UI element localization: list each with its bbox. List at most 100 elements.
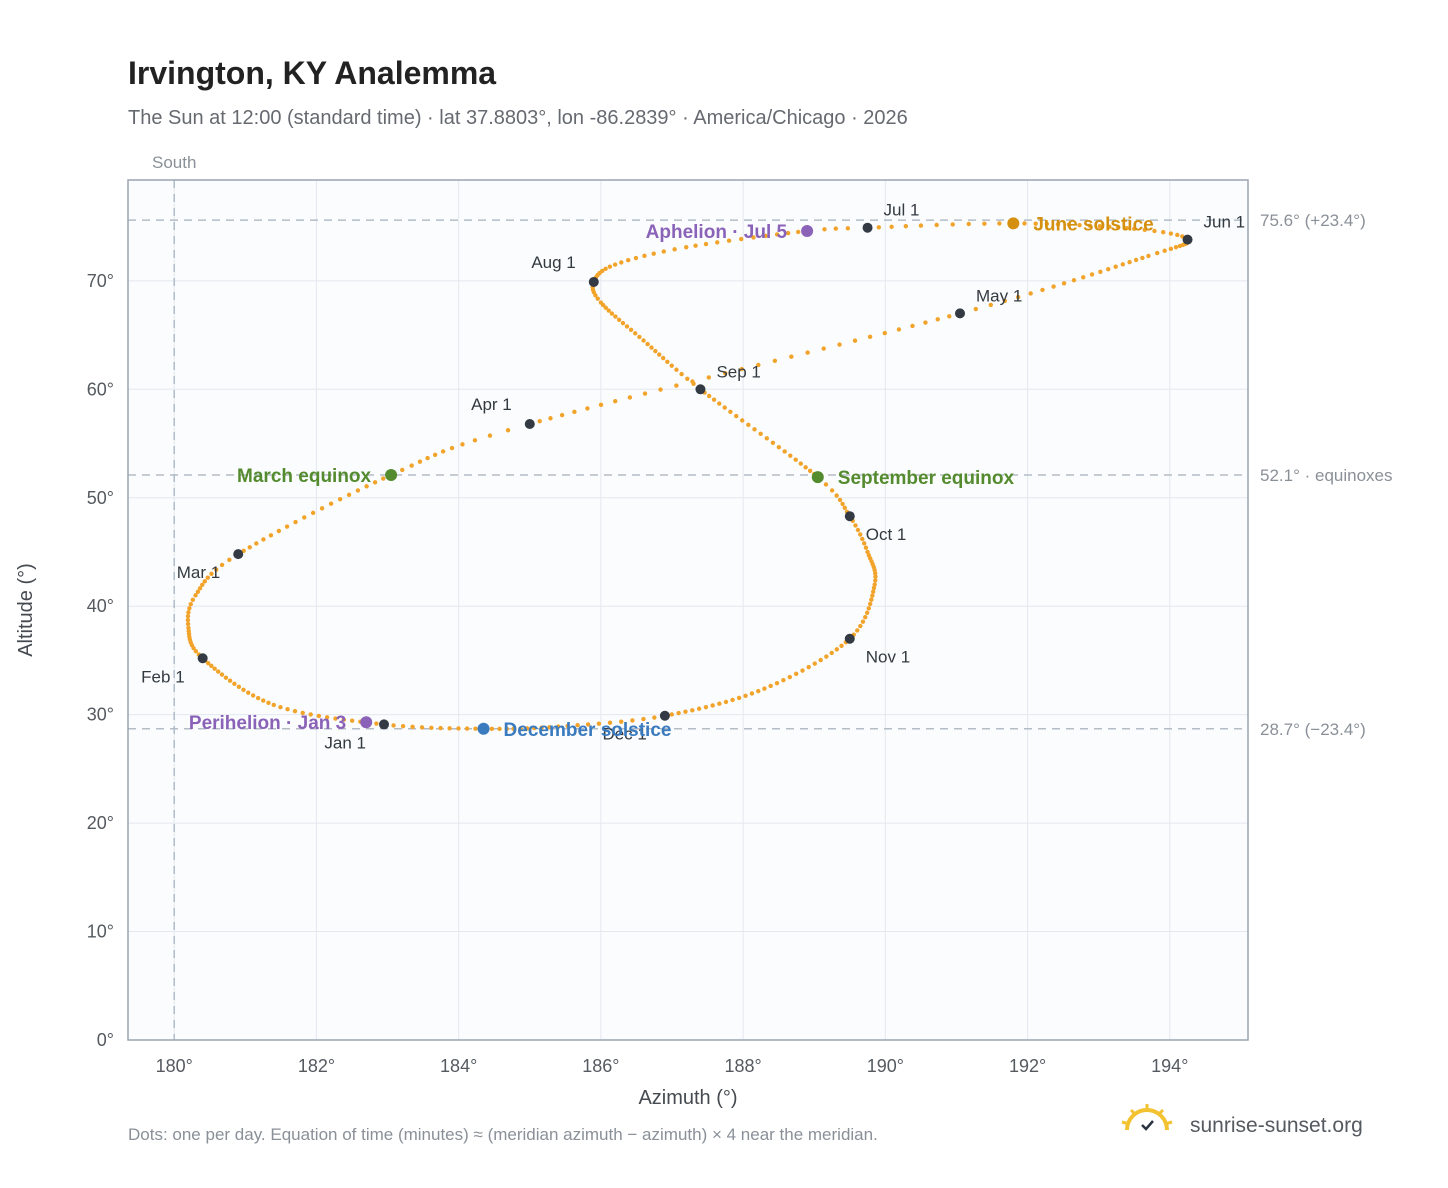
- daily-sun-dot: [247, 545, 252, 550]
- brand-name[interactable]: sunrise-sunset.org: [1190, 1114, 1363, 1137]
- daily-sun-dot: [1120, 262, 1125, 267]
- daily-sun-dot: [438, 725, 443, 731]
- daily-sun-dot: [669, 712, 674, 717]
- daily-sun-dot: [772, 358, 778, 364]
- month-marker-dot: [379, 719, 389, 730]
- daily-sun-dot: [723, 371, 728, 376]
- event-marker-label: Aphelion · Jul 5: [646, 222, 788, 243]
- daily-sun-dot: [693, 243, 698, 248]
- daily-sun-dot: [867, 334, 873, 340]
- daily-sun-dot: [539, 725, 544, 730]
- daily-sun-dot: [187, 606, 192, 611]
- daily-sun-dot: [863, 615, 868, 620]
- daily-sun-dot: [1097, 224, 1103, 229]
- daily-sun-dot: [518, 726, 523, 731]
- daily-sun-dot: [669, 363, 674, 368]
- daily-sun-dot: [821, 346, 826, 351]
- daily-sun-dot: [440, 449, 446, 454]
- daily-sun-dot: [219, 562, 225, 568]
- event-marker-label: September equinox: [838, 468, 1015, 489]
- daily-sun-dot: [410, 724, 415, 730]
- daily-sun-dot: [603, 266, 608, 272]
- event-marker-label: Perihelion · Jan 3: [189, 713, 346, 734]
- daily-sun-dot: [861, 541, 867, 546]
- daily-sun-dot: [845, 226, 851, 231]
- daily-sun-dot: [818, 657, 823, 663]
- daily-sun-dot: [598, 402, 604, 408]
- daily-sun-dot: [1116, 225, 1121, 230]
- daily-sun-dot: [651, 251, 656, 256]
- daily-sun-dot: [425, 455, 430, 461]
- reference-line-label: 28.7° (−23.4°): [1260, 720, 1366, 739]
- daily-sun-dot: [595, 296, 600, 301]
- daily-sun-dot: [683, 709, 688, 714]
- daily-sun-dot: [641, 338, 646, 343]
- daily-sun-dot: [889, 224, 894, 229]
- daily-sun-dot: [860, 619, 866, 624]
- daily-sun-dot: [918, 223, 924, 228]
- month-marker-label: May 1: [976, 286, 1022, 305]
- daily-sun-dot: [896, 327, 902, 332]
- daily-sun-dot: [250, 693, 256, 698]
- daily-sun-dot: [855, 527, 861, 533]
- daily-sun-dot: [572, 409, 577, 415]
- daily-sun-dot: [1152, 228, 1157, 234]
- daily-sun-dot: [806, 664, 811, 670]
- daily-sun-dot: [254, 541, 259, 546]
- daily-sun-dot: [722, 405, 727, 410]
- daily-sun-dot: [665, 359, 670, 364]
- daily-sun-dot: [613, 314, 618, 319]
- daily-sun-dot: [627, 395, 633, 400]
- daily-sun-dot: [876, 225, 881, 230]
- daily-sun-dot: [609, 311, 615, 316]
- daily-sun-dot: [593, 293, 598, 298]
- daily-sun-dot: [743, 693, 748, 698]
- daily-sun-dot: [381, 476, 386, 481]
- daily-sun-dot: [782, 449, 787, 454]
- daily-sun-dot: [400, 724, 406, 729]
- daily-sun-dot: [620, 320, 626, 326]
- daily-sun-dot: [613, 398, 618, 404]
- month-marker-dot: [862, 222, 873, 233]
- daily-sun-dot: [241, 687, 246, 692]
- month-marker-label: Oct 1: [866, 525, 907, 544]
- daily-sun-dot: [547, 724, 552, 730]
- daily-sun-dot: [1040, 287, 1045, 293]
- daily-sun-dot: [261, 698, 266, 703]
- daily-sun-dot: [1098, 269, 1103, 274]
- daily-sun-dot: [649, 345, 654, 350]
- daily-sun-dot: [660, 355, 666, 361]
- x-tick-label: 194°: [1151, 1056, 1188, 1076]
- daily-sun-dot: [1089, 272, 1095, 277]
- daily-sun-dot: [603, 305, 608, 310]
- daily-sun-dot: [328, 501, 334, 506]
- daily-sun-dot: [606, 308, 611, 313]
- daily-sun-dot: [1106, 267, 1111, 272]
- daily-sun-dot: [232, 681, 237, 686]
- x-tick-label: 182°: [298, 1056, 335, 1076]
- daily-sun-dot: [785, 230, 791, 236]
- month-marker-label: Apr 1: [471, 395, 512, 414]
- x-tick-label: 190°: [867, 1056, 904, 1076]
- daily-sun-dot: [774, 232, 780, 237]
- daily-sun-dot: [839, 643, 844, 648]
- daily-sun-dot: [1077, 222, 1082, 228]
- reference-lines: 75.6° (+23.4°) 52.1° · equinoxes 28.7° (−2…: [128, 211, 1393, 739]
- x-axis-ticks: 180° 182° 184° 186° 188° 190° 192° 194°: [156, 1056, 1189, 1076]
- month-marker-dot: [955, 308, 965, 319]
- daily-sun-dot: [882, 330, 887, 336]
- daily-sun-dot: [645, 341, 650, 347]
- daily-sun-dot: [200, 582, 205, 588]
- reference-line-label: 75.6° (+23.4°): [1260, 211, 1366, 230]
- daily-sun-dot: [268, 533, 274, 538]
- daily-sun-dot: [246, 690, 251, 695]
- daily-sun-dot: [781, 677, 786, 683]
- daily-sun-dot: [637, 334, 642, 340]
- daily-sun-dot: [756, 688, 761, 694]
- daily-sun-dot: [758, 431, 763, 437]
- daily-sun-dot: [672, 247, 677, 252]
- daily-sun-dot: [409, 463, 414, 468]
- daily-sun-dot: [873, 574, 878, 579]
- daily-sun-dot: [858, 532, 863, 537]
